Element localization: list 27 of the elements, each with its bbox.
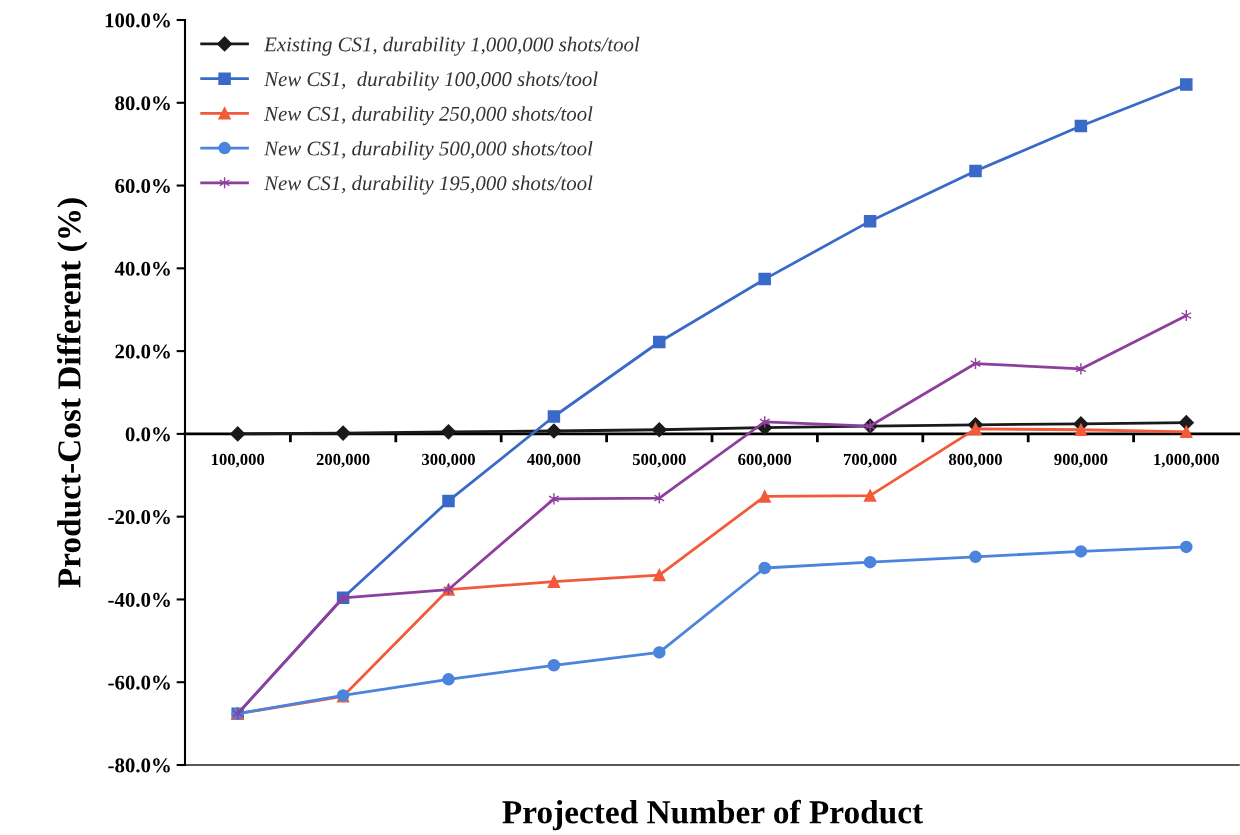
x-axis-title: Projected Number of Product [502,799,923,831]
y-tick-label: -80.0% [108,758,170,773]
legend-label: Existing CS1, durability 1,000,000 shots/tool [263,36,640,56]
y-tick-label: -60.0% [108,675,170,690]
x-tick-label: 300,000 [422,453,475,468]
x-tick-label: 400,000 [527,453,581,468]
y-tick-label: 40.0% [114,261,170,276]
x-tick-label: 200,000 [316,453,370,468]
y-tick-label: 20.0% [115,344,170,359]
x-tick-label: 600,000 [738,453,792,468]
x-tick-label: 800,000 [948,453,1002,468]
x-tick-label: 100,000 [211,453,265,468]
y-tick-label: -20.0% [108,510,170,525]
legend-label: New CS1, durability 100,000 shots/tool [264,71,598,91]
y-axis-title: Product-Cost Different (%) [56,198,88,588]
y-tick-label: 80.0% [115,96,170,111]
x-tick-label: 1,000,000 [1154,453,1219,468]
legend-label: New CS1, durability 500,000 shots/tool [264,140,593,160]
y-tick-label: -40.0% [108,592,170,607]
legend-label: New CS1, durability 195,000 shots/tool [264,175,593,195]
x-tick-label: 700,000 [843,453,897,468]
y-tick-label: 0.0% [125,427,170,442]
y-tick-label: 60.0% [115,178,170,194]
x-tick-label: 500,000 [632,453,686,468]
x-tick-label: 900,000 [1054,453,1108,468]
y-tick-label: 100.0% [105,13,170,28]
legend-label: New CS1, durability 250,000 shots/tool [264,106,593,126]
